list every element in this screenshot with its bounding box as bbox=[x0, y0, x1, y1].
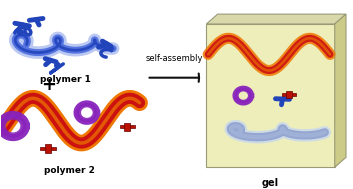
Text: polymer 1: polymer 1 bbox=[40, 75, 91, 84]
Polygon shape bbox=[76, 103, 97, 122]
Polygon shape bbox=[40, 147, 56, 150]
Polygon shape bbox=[335, 14, 346, 167]
Polygon shape bbox=[282, 93, 296, 96]
Text: gel: gel bbox=[262, 178, 279, 188]
Polygon shape bbox=[207, 14, 346, 24]
Polygon shape bbox=[120, 125, 135, 129]
Text: +: + bbox=[41, 76, 56, 94]
Polygon shape bbox=[235, 88, 252, 103]
Polygon shape bbox=[207, 24, 335, 167]
Text: self-assembly: self-assembly bbox=[146, 54, 203, 63]
Polygon shape bbox=[287, 91, 292, 98]
Text: polymer 2: polymer 2 bbox=[44, 166, 95, 175]
Polygon shape bbox=[0, 114, 26, 138]
Polygon shape bbox=[124, 123, 130, 131]
Polygon shape bbox=[45, 144, 51, 153]
